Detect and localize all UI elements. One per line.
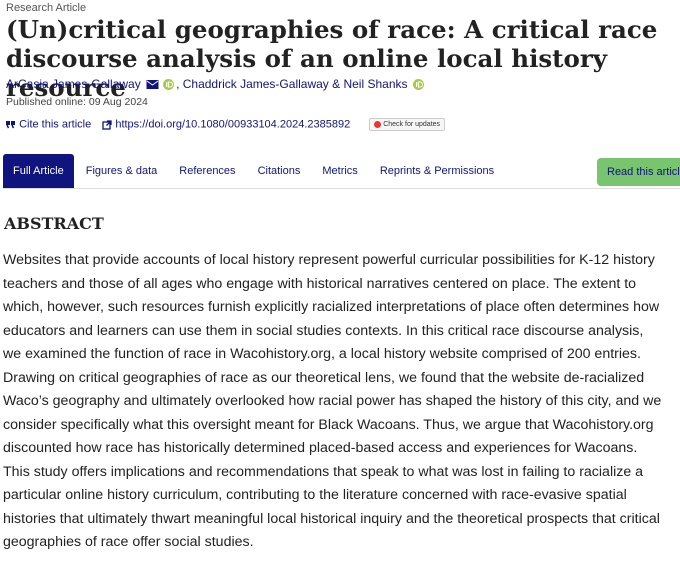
- separator: ,: [176, 77, 183, 91]
- tab[interactable]: References: [169, 154, 245, 188]
- doi-link[interactable]: https://doi.org/10.1080/00933104.2024.23…: [115, 118, 351, 131]
- tab-label: Metrics: [322, 165, 358, 177]
- tab-label: Figures & data: [85, 165, 158, 177]
- article-type: Research Article: [6, 2, 87, 14]
- link-icon: [102, 120, 112, 130]
- tab[interactable]: Full Article: [3, 154, 74, 188]
- check-updates[interactable]: Check for updates: [369, 118, 446, 132]
- updates-icon: [374, 121, 382, 128]
- updates-label: Check for updates: [383, 121, 441, 128]
- published-date: Published online: 09 Aug 2024: [6, 96, 148, 108]
- orcid-icon[interactable]: [163, 79, 175, 90]
- tab-bar: Full Article Figures & data References Cita…: [3, 154, 680, 189]
- separator: &: [328, 77, 344, 91]
- author[interactable]: ArCasia James-Gallaway: [6, 77, 141, 91]
- article-links: Cite this article https://doi.org/10.108…: [6, 118, 446, 132]
- tab[interactable]: Metrics: [312, 154, 367, 188]
- tab-label: Citations: [257, 165, 301, 177]
- email-icon[interactable]: [146, 79, 159, 90]
- tab-label: Reprints & Permissions: [379, 165, 495, 177]
- tab-label: Full Article: [13, 165, 64, 177]
- tab-label: References: [179, 165, 236, 177]
- tab[interactable]: Reprints & Permissions: [370, 154, 504, 188]
- read-button[interactable]: Read this article: [597, 158, 680, 186]
- authors: ArCasia James-Gallaway , Chaddrick James…: [6, 77, 426, 91]
- author[interactable]: Chaddrick James-Gallaway: [182, 77, 329, 91]
- cite-link[interactable]: Cite this article: [19, 118, 92, 131]
- author[interactable]: Neil Shanks: [343, 77, 408, 91]
- tab[interactable]: Figures & data: [76, 154, 168, 188]
- abstract-heading: ABSTRACT: [4, 214, 104, 233]
- tab[interactable]: Citations: [248, 154, 311, 188]
- title: (Un)critical geographies of race: A crit…: [6, 15, 658, 102]
- quote-icon: [6, 121, 15, 129]
- abstract-text: Websites that provide accounts of local …: [3, 252, 662, 550]
- orcid-icon[interactable]: [412, 79, 424, 90]
